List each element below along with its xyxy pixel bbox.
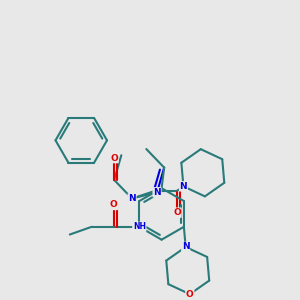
Text: O: O	[110, 200, 117, 209]
Text: NH: NH	[133, 222, 146, 231]
Text: N: N	[180, 182, 187, 191]
Text: O: O	[173, 208, 181, 217]
Text: O: O	[186, 290, 194, 299]
Text: N: N	[182, 242, 190, 251]
Text: O: O	[110, 154, 118, 163]
Text: N: N	[153, 188, 161, 197]
Text: N: N	[128, 194, 136, 203]
